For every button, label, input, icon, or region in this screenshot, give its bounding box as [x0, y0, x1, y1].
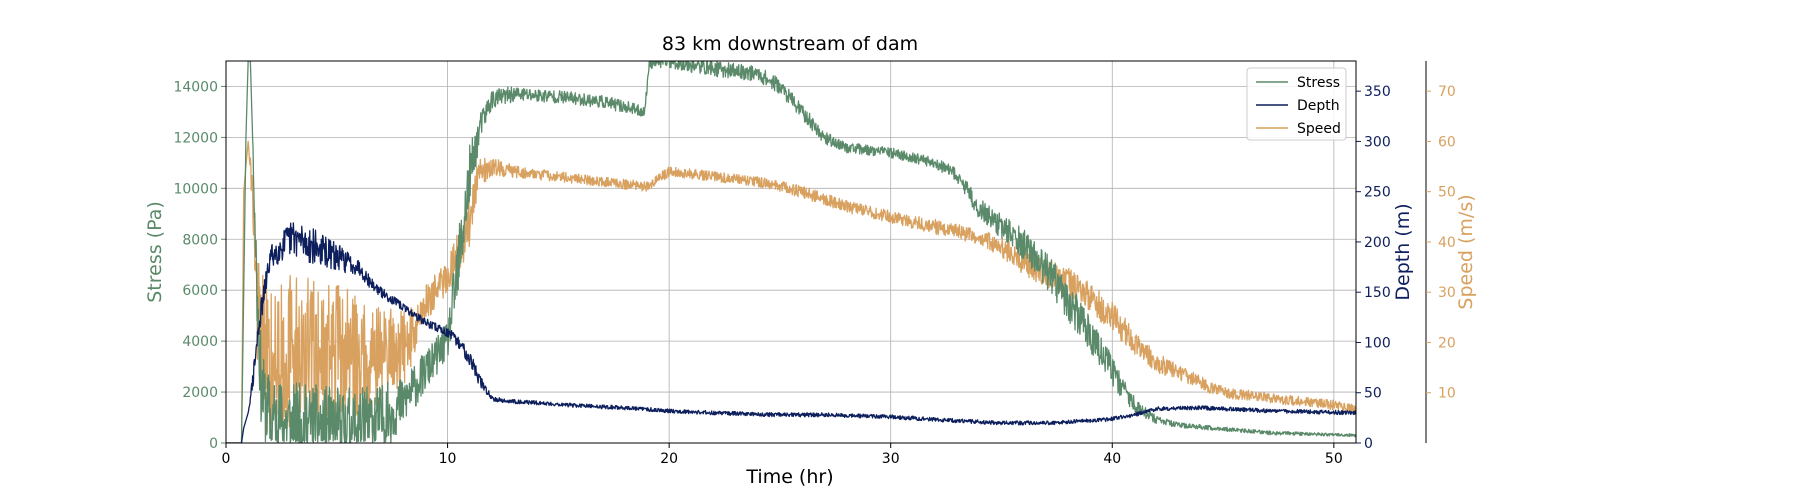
speed-tick-label: 20 [1438, 335, 1456, 351]
plot-frame [225, 60, 1357, 444]
legend: Stress Depth Speed [1246, 67, 1347, 141]
depth-tick-label: 250 [1364, 185, 1391, 201]
legend-label-stress: Stress [1297, 75, 1340, 91]
series-line-stress [226, 61, 1356, 443]
speed-tick-label: 10 [1438, 386, 1456, 402]
stress-tick-label: 6000 [182, 283, 218, 299]
depth-tick-label: 300 [1364, 134, 1391, 150]
x-tick-label: 0 [222, 451, 231, 467]
series-line-depth [226, 222, 1356, 443]
grid-layer [225, 61, 1356, 444]
x-axis-title: Time (hr) [745, 466, 833, 488]
x-tick-label: 20 [660, 451, 678, 467]
speed-tick-label: 70 [1438, 84, 1456, 100]
legend-box [1246, 67, 1347, 141]
depth-tick-label: 100 [1364, 335, 1391, 351]
stress-tick-label: 8000 [182, 232, 218, 248]
chart-title: 83 km downstream of dam [662, 33, 918, 55]
stress-tick-label: 10000 [173, 181, 218, 197]
speed-tick-label: 60 [1438, 134, 1456, 150]
x-tick-label: 40 [1103, 451, 1121, 467]
depth-tick-label: 350 [1364, 84, 1391, 100]
stress-axis-title: Stress (Pa) [144, 201, 166, 303]
stress-tick-label: 4000 [182, 334, 218, 350]
speed-axis-title: Speed (m/s) [1455, 194, 1477, 309]
depth-tick-label: 150 [1364, 285, 1391, 301]
x-tick-label: 50 [1325, 451, 1343, 467]
stress-tick-label: 0 [209, 436, 218, 452]
depth-tick-label: 50 [1364, 386, 1382, 402]
legend-label-depth: Depth [1297, 98, 1340, 114]
x-tick-label: 10 [439, 451, 457, 467]
x-tick-label: 30 [882, 451, 900, 467]
speed-tick-label: 30 [1438, 285, 1456, 301]
stress-tick-label: 14000 [173, 79, 218, 95]
depth-axis-title: Depth (m) [1392, 203, 1414, 300]
stress-tick-label: 2000 [182, 385, 218, 401]
depth-tick-label: 200 [1364, 235, 1391, 251]
legend-label-speed: Speed [1297, 121, 1341, 137]
speed-tick-label: 50 [1438, 185, 1456, 201]
axes-layer: 0 10 20 30 40 5002000400060008000100001200014… [173, 60, 1456, 467]
depth-tick-label: 0 [1364, 436, 1373, 452]
stress-tick-label: 12000 [173, 130, 218, 146]
series-layer [226, 61, 1356, 443]
speed-tick-label: 40 [1438, 235, 1456, 251]
series-line-speed [226, 140, 1356, 443]
